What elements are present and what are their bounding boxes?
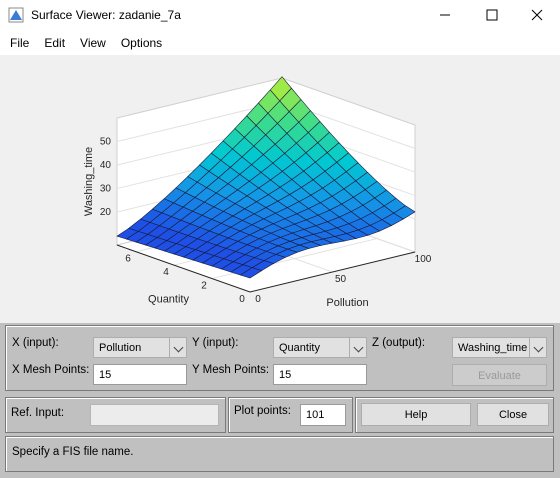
z-output-dropdown[interactable]: Washing_time — [452, 337, 547, 358]
y-input-label: Y (input): — [192, 337, 239, 349]
close-button[interactable]: Close — [477, 403, 549, 426]
surface-plot: 20 30 40 50 0 50 100 0 2 4 6 Washing_time Pollution Q… — [83, 76, 432, 309]
plot-area: 20 30 40 50 0 50 100 0 2 4 6 Washing_time Pollution Q… — [0, 55, 560, 323]
z-tick-label: 30 — [100, 184, 112, 195]
io-frame — [5, 325, 554, 391]
help-button[interactable]: Help — [361, 403, 471, 426]
x-input-label: X (input): — [12, 337, 59, 349]
x-mesh-input[interactable]: 15 — [93, 364, 187, 385]
z-output-value: Washing_time — [458, 342, 528, 354]
x-input-dropdown[interactable]: Pollution — [93, 337, 187, 358]
y-tick-label: 2 — [201, 281, 207, 292]
app-icon — [8, 7, 24, 23]
ref-input-field — [90, 404, 219, 426]
y-mesh-label: Y Mesh Points: — [192, 364, 270, 376]
surface-patch — [239, 267, 263, 279]
evaluate-button: Evaluate — [452, 364, 547, 386]
y-input-value: Quantity — [279, 342, 320, 354]
z-tick-label: 50 — [100, 137, 112, 148]
window-buttons[interactable] — [430, 0, 560, 30]
x-tick-label: 100 — [415, 254, 432, 265]
buttons-frame — [355, 397, 554, 433]
y-tick-label: 0 — [239, 294, 245, 305]
z-axis-label: Washing_time — [83, 147, 95, 216]
plot-points-label: Plot points: — [234, 405, 291, 417]
x-tick-label: 50 — [335, 274, 347, 285]
menu-item[interactable]: Options — [120, 36, 163, 50]
status-frame — [5, 436, 554, 472]
z-output-label: Z (output): — [372, 337, 426, 349]
plot-points-input[interactable]: 101 — [300, 404, 346, 426]
window-title: Surface Viewer: zadanie_7a — [31, 8, 181, 22]
ref-frame — [5, 397, 226, 433]
z-tick-label: 20 — [100, 207, 112, 218]
control-panel: X (input): Pollution Y (input): Quantity… — [0, 323, 560, 478]
plot-points-frame — [228, 397, 353, 433]
menu-bar: File Edit View Options — [0, 30, 560, 55]
menu-item[interactable]: View — [80, 36, 106, 50]
ref-input-label: Ref. Input: — [11, 407, 65, 419]
y-axis-label: Quantity — [148, 294, 189, 306]
y-mesh-input[interactable]: 15 — [273, 364, 367, 385]
y-tick-label: 6 — [125, 254, 131, 265]
x-input-value: Pollution — [99, 342, 142, 354]
x-mesh-label: X Mesh Points: — [12, 364, 90, 376]
x-axis-label: Pollution — [326, 297, 368, 309]
z-tick-label: 40 — [100, 160, 112, 171]
menu-item[interactable]: File — [10, 36, 30, 50]
y-tick-label: 4 — [163, 267, 169, 278]
x-tick-label: 0 — [255, 294, 261, 305]
title-bar: Surface Viewer: zadanie_7a — [0, 0, 560, 30]
status-text: Specify a FIS file name. — [12, 446, 134, 458]
menu-item[interactable]: Edit — [44, 36, 66, 50]
axis-line — [116, 244, 416, 293]
y-input-dropdown[interactable]: Quantity — [273, 337, 367, 358]
